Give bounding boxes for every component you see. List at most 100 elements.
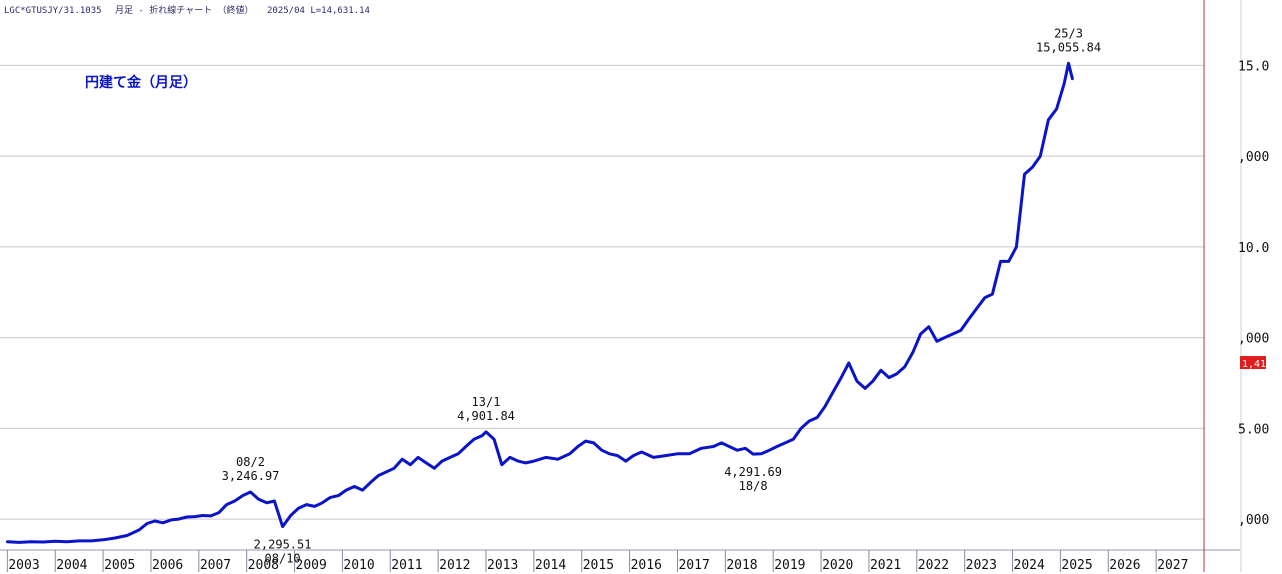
- series-point: [880, 369, 882, 371]
- x-tick-label: 2025: [1061, 558, 1092, 573]
- series-point: [728, 445, 730, 448]
- y-tick-label: ,000: [1238, 513, 1269, 528]
- annotation-label: 4,291.69: [724, 465, 782, 479]
- series-point: [102, 539, 104, 541]
- series-point: [808, 420, 810, 422]
- annotation-label: 08/2: [236, 455, 265, 469]
- series-point: [944, 337, 946, 339]
- x-axis-ticks: 2003 2004 2005 2006 2007 2008 2009 2010 2011 2012…: [6, 550, 1188, 573]
- series-point: [377, 475, 379, 477]
- series-point: [297, 507, 299, 509]
- series-point: [840, 377, 842, 379]
- grid-lines: [0, 64, 1204, 520]
- series-point: [345, 489, 347, 491]
- series-point: [632, 455, 635, 457]
- axis-frame: [0, 0, 1242, 572]
- series-point: [30, 541, 32, 543]
- last-price-badge-label: 1,410: [1242, 359, 1272, 370]
- series-point: [273, 500, 275, 502]
- series-point: [369, 482, 371, 484]
- series-point: [1000, 260, 1002, 262]
- series-point: [485, 431, 487, 433]
- series-point: [393, 467, 395, 469]
- series-point: [1063, 82, 1065, 85]
- series-point: [138, 529, 140, 531]
- x-tick-label: 2003: [8, 558, 39, 573]
- annotation-label: 4,901.84: [457, 409, 515, 423]
- series-point: [401, 458, 403, 460]
- series-point: [42, 541, 44, 543]
- series-point: [178, 518, 180, 520]
- series-point: [888, 377, 890, 379]
- series-point: [146, 522, 148, 525]
- y-tick-label: 10.0: [1238, 241, 1269, 256]
- series-line: [5, 61, 1074, 544]
- series-point: [1023, 173, 1026, 175]
- series-point: [928, 326, 930, 328]
- x-tick-label: 2008: [248, 558, 279, 573]
- x-tick-label: 2020: [822, 558, 853, 573]
- series-point: [976, 308, 978, 310]
- x-tick-label: 2009: [296, 558, 327, 573]
- series-point: [856, 380, 858, 382]
- series-point: [784, 442, 786, 444]
- series-point: [936, 340, 938, 342]
- series-point: [425, 462, 427, 464]
- series-point: [991, 293, 994, 295]
- series-point: [6, 541, 8, 543]
- x-tick-label: 2004: [56, 558, 87, 573]
- series-point: [608, 453, 611, 455]
- series-point: [967, 318, 970, 321]
- x-tick-label: 2021: [870, 558, 901, 573]
- series-point: [218, 511, 220, 514]
- series-point: [114, 537, 116, 539]
- series-point: [744, 447, 747, 449]
- series-point: [242, 494, 244, 497]
- series-point: [1015, 246, 1018, 248]
- series-point: [752, 453, 754, 455]
- series-point: [449, 456, 451, 458]
- x-tick-label: 2007: [200, 558, 231, 573]
- series-point: [501, 464, 503, 466]
- series-point: [601, 449, 603, 451]
- series-point: [896, 373, 898, 375]
- x-tick-label: 2006: [152, 558, 183, 573]
- series-point: [329, 496, 331, 498]
- header-symbol: LGC*GTUSJY/31.1035: [4, 6, 102, 16]
- series-point: [569, 453, 571, 455]
- x-tick-label: 2017: [678, 558, 709, 573]
- series-point: [960, 329, 962, 331]
- series-point: [1008, 260, 1010, 262]
- series-point: [385, 471, 387, 473]
- series-point: [664, 455, 667, 457]
- series-point: [409, 464, 411, 466]
- series-point: [652, 456, 655, 458]
- series-point: [824, 406, 826, 408]
- series-point: [872, 380, 874, 382]
- x-tick-label: 2005: [104, 558, 135, 573]
- y-tick-label: 15.0: [1238, 59, 1269, 74]
- series-point: [904, 366, 906, 368]
- x-tick-label: 2010: [343, 558, 374, 573]
- series-point: [258, 498, 260, 500]
- series-point: [78, 540, 80, 542]
- series-point: [617, 455, 619, 457]
- series-point: [593, 442, 595, 444]
- x-tick-label: 2013: [487, 558, 518, 573]
- header-period: 2025/04 L=14,631.14: [266, 6, 370, 16]
- series-point: [700, 447, 703, 449]
- x-tick-label: 2026: [1109, 558, 1140, 573]
- series-point: [1056, 108, 1058, 110]
- series-point: [154, 520, 156, 522]
- series-point: [305, 504, 308, 506]
- series-point: [290, 514, 292, 517]
- series-point: [768, 449, 771, 451]
- series-point: [688, 453, 691, 455]
- series-point: [202, 514, 204, 517]
- x-tick-label: 2027: [1157, 558, 1188, 573]
- series-point: [533, 460, 535, 462]
- series-point: [66, 541, 68, 543]
- x-tick-label: 2011: [391, 558, 422, 573]
